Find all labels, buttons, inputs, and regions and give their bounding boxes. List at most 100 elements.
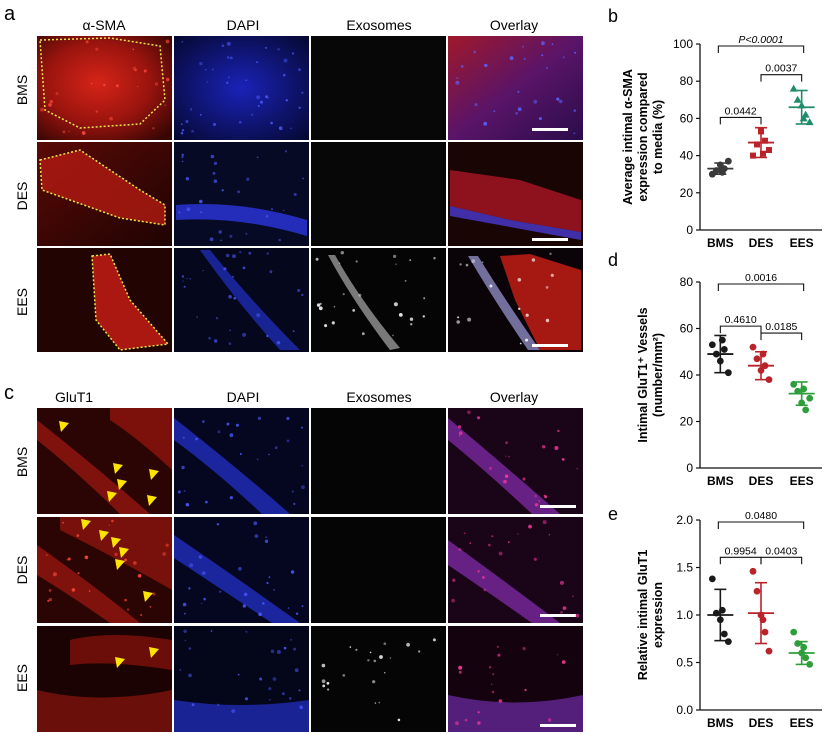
speckle <box>492 673 495 676</box>
data-point <box>790 628 798 636</box>
data-point <box>806 394 814 402</box>
data-point <box>789 84 798 92</box>
speckle <box>223 267 227 271</box>
speckle <box>489 284 493 288</box>
speckle <box>549 252 552 255</box>
speckle <box>528 524 532 529</box>
speckle <box>214 339 218 343</box>
speckle <box>397 718 401 722</box>
speckle <box>298 68 301 72</box>
speckle <box>559 580 564 585</box>
speckle <box>327 688 330 691</box>
speckle <box>458 665 463 670</box>
x-tick-label: BMS <box>707 474 734 488</box>
speckle <box>484 63 488 68</box>
nuclei-band <box>174 535 300 623</box>
speckle <box>392 334 394 337</box>
speckle <box>229 234 233 238</box>
speckle <box>277 47 281 51</box>
speckle <box>95 110 99 113</box>
panel-letter-c: c <box>4 382 14 404</box>
scale-bar <box>532 128 568 131</box>
speckle <box>488 666 492 669</box>
speckle <box>541 54 544 57</box>
speckle <box>178 211 181 214</box>
speckle <box>477 711 480 714</box>
speckle <box>237 190 241 194</box>
speckle <box>256 61 258 64</box>
speckle <box>404 279 407 282</box>
speckle <box>211 68 214 71</box>
scale-bar <box>540 724 576 727</box>
speckle <box>181 155 184 159</box>
speckle <box>458 431 463 435</box>
speckle <box>182 280 184 282</box>
data-point <box>708 341 716 349</box>
data-point <box>753 587 761 595</box>
speckle <box>458 670 462 674</box>
speckle <box>409 317 414 321</box>
speckle <box>270 649 275 654</box>
speckle <box>558 99 563 104</box>
speckle <box>137 574 142 578</box>
speckle <box>229 329 231 332</box>
speckle <box>534 494 538 498</box>
speckle <box>538 117 542 121</box>
speckle <box>154 82 159 86</box>
speckle <box>229 496 233 500</box>
speckle <box>256 458 259 461</box>
speckle <box>278 126 283 130</box>
tissue-region <box>40 150 165 225</box>
speckle <box>276 341 281 345</box>
speckle <box>467 317 472 322</box>
data-point <box>758 128 764 135</box>
data-point <box>724 369 732 377</box>
speckle <box>395 263 397 265</box>
exosome-signal <box>468 256 540 350</box>
speckle <box>389 657 392 659</box>
speckle <box>242 266 246 270</box>
speckle <box>519 342 522 345</box>
arrowhead-marker <box>149 647 159 658</box>
speckle <box>504 474 509 478</box>
speckle <box>185 503 190 507</box>
speckle <box>76 534 80 537</box>
speckle <box>298 106 301 110</box>
speckle <box>84 555 89 560</box>
speckle <box>226 422 230 426</box>
data-point <box>724 157 732 165</box>
speckle <box>259 677 263 681</box>
row-label-bms: BMS <box>14 75 30 105</box>
speckle <box>143 69 147 73</box>
speckle <box>52 572 57 577</box>
speckle <box>126 608 130 611</box>
speckle <box>556 97 560 101</box>
micrograph-overlay-bms <box>448 36 583 140</box>
speckle <box>191 129 195 133</box>
y-tick-label: 0 <box>686 223 693 237</box>
speckle <box>270 121 273 125</box>
speckle <box>410 323 413 326</box>
speckle <box>455 80 460 85</box>
speckle <box>189 563 194 568</box>
speckle <box>299 705 304 710</box>
panel-letter-e: e <box>608 504 618 524</box>
speckle <box>209 237 214 242</box>
speckle <box>243 592 248 597</box>
speckle <box>503 479 507 484</box>
data-point <box>754 141 760 148</box>
x-tick-label: EES <box>790 716 814 730</box>
y-tick-label: 1.5 <box>676 561 693 575</box>
row-label-des: DES <box>14 556 30 585</box>
speckle <box>180 131 184 135</box>
speckle <box>550 273 554 277</box>
scale-bar <box>540 614 576 617</box>
speckle <box>491 690 495 694</box>
speckle <box>111 519 114 523</box>
speckle <box>109 116 113 121</box>
speckle <box>215 317 219 320</box>
speckle <box>184 639 187 642</box>
speckle <box>298 689 301 692</box>
speckle <box>557 429 560 433</box>
speckle <box>103 83 106 87</box>
